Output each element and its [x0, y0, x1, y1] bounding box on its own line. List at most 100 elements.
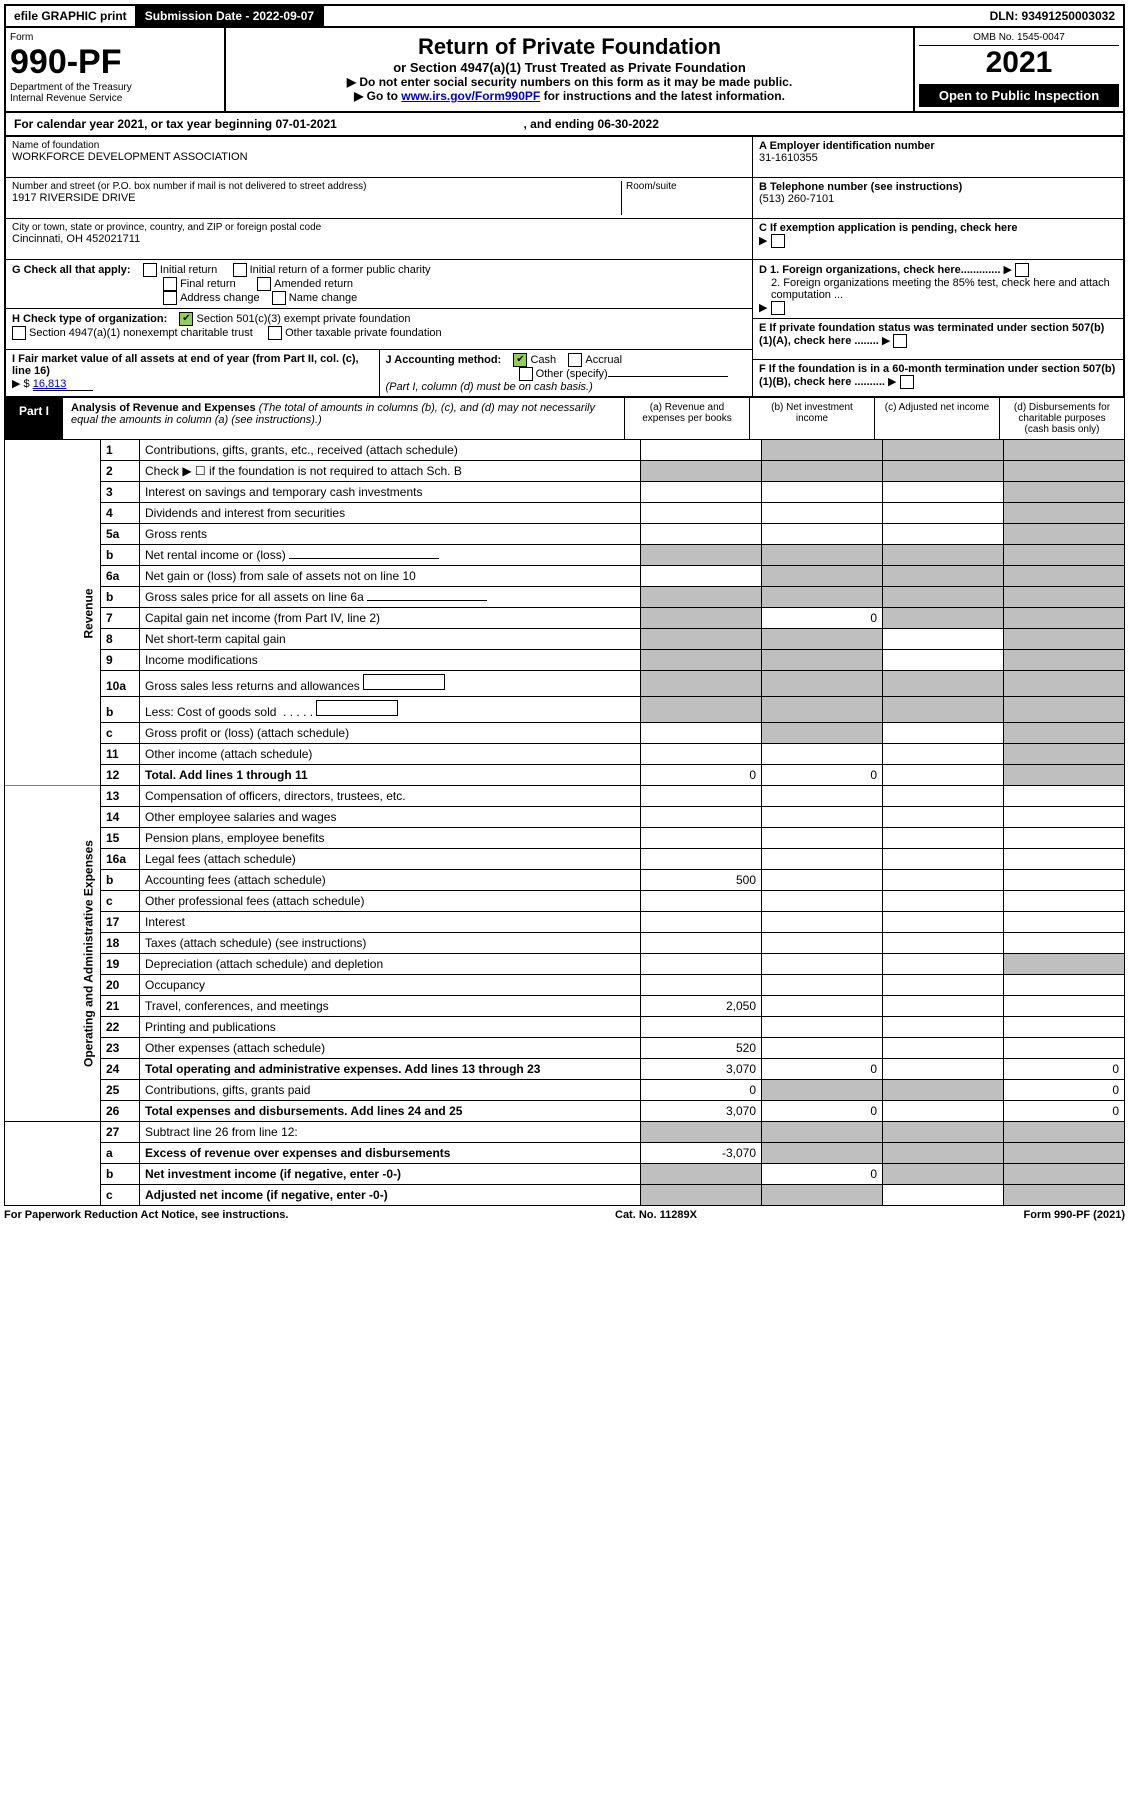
- form-number: 990-PF: [10, 43, 220, 82]
- h-4947-label: Section 4947(a)(1) nonexempt charitable …: [29, 327, 253, 339]
- line-27b: Net investment income (if negative, ente…: [140, 1164, 641, 1185]
- value-26b: 0: [762, 1101, 883, 1122]
- h-other-checkbox[interactable]: [268, 326, 282, 340]
- amended-return-checkbox[interactable]: [257, 277, 271, 291]
- line-5a: Gross rents: [140, 524, 641, 545]
- line-8: Net short-term capital gain: [140, 629, 641, 650]
- dln: DLN: 93491250003032: [982, 6, 1123, 26]
- accrual-label: Accrual: [585, 354, 622, 366]
- ein-value: 31-1610355: [759, 152, 818, 164]
- efile-label: efile GRAPHIC print: [6, 6, 137, 26]
- line-10b: Less: Cost of goods sold . . . . .: [140, 697, 641, 723]
- g-check-block: G Check all that apply: Initial return I…: [6, 260, 752, 309]
- line-5b: Net rental income or (loss): [140, 545, 641, 566]
- line-15: Pension plans, employee benefits: [140, 828, 641, 849]
- line-17: Interest: [140, 912, 641, 933]
- page-footer: For Paperwork Reduction Act Notice, see …: [4, 1206, 1125, 1221]
- f-checkbox[interactable]: [900, 375, 914, 389]
- line-26: Total expenses and disbursements. Add li…: [140, 1101, 641, 1122]
- value-27b: 0: [762, 1164, 883, 1185]
- line-20: Occupancy: [140, 975, 641, 996]
- h-501c3-checkbox[interactable]: ✔: [179, 312, 193, 326]
- ein-label: A Employer identification number: [759, 140, 935, 152]
- c-checkbox[interactable]: [771, 234, 785, 248]
- calendar-end: , and ending 06-30-2022: [524, 117, 659, 131]
- h-other-label: Other taxable private foundation: [285, 327, 442, 339]
- line-23: Other expenses (attach schedule): [140, 1038, 641, 1059]
- e-checkbox[interactable]: [893, 334, 907, 348]
- value-16b: 500: [641, 870, 762, 891]
- name-change-checkbox[interactable]: [272, 291, 286, 305]
- col-d-hdr: (d) Disbursements for charitable purpose…: [999, 398, 1124, 439]
- footer-center: Cat. No. 11289X: [615, 1209, 697, 1221]
- value-23: 520: [641, 1038, 762, 1059]
- value-25d: 0: [1004, 1080, 1125, 1101]
- d1-label: D 1. Foreign organizations, check here..…: [759, 264, 1000, 276]
- line-2: Check ▶ ☐ if the foundation is not requi…: [140, 461, 641, 482]
- f-label: F If the foundation is in a 60-month ter…: [759, 363, 1115, 388]
- e-label: E If private foundation status was termi…: [759, 322, 1104, 347]
- h-501c3-label: Section 501(c)(3) exempt private foundat…: [196, 313, 410, 325]
- street: 1917 RIVERSIDE DRIVE: [12, 192, 621, 204]
- value-24a: 3,070: [641, 1059, 762, 1080]
- initial-return-checkbox[interactable]: [143, 263, 157, 277]
- city: Cincinnati, OH 452021711: [12, 233, 746, 245]
- part1-tab: Part I: [5, 398, 63, 439]
- initial-former-checkbox[interactable]: [233, 263, 247, 277]
- instr-2-post: for instructions and the latest informat…: [540, 89, 785, 103]
- col-a-hdr: (a) Revenue and expenses per books: [624, 398, 749, 439]
- h-block: H Check type of organization: ✔Section 5…: [6, 309, 752, 350]
- value-25a: 0: [641, 1080, 762, 1101]
- value-26d: 0: [1004, 1101, 1125, 1122]
- instructions-link[interactable]: www.irs.gov/Form990PF: [401, 89, 540, 103]
- room-label: Room/suite: [626, 181, 746, 192]
- part1-header: Part I Analysis of Revenue and Expenses …: [4, 398, 1125, 440]
- accrual-checkbox[interactable]: [568, 353, 582, 367]
- d1-checkbox[interactable]: [1015, 263, 1029, 277]
- j-label: J Accounting method:: [386, 354, 502, 366]
- open-public: Open to Public Inspection: [919, 84, 1119, 107]
- address-change-checkbox[interactable]: [163, 291, 177, 305]
- line-27: Subtract line 26 from line 12:: [140, 1122, 641, 1143]
- final-return-checkbox[interactable]: [163, 277, 177, 291]
- line-16a: Legal fees (attach schedule): [140, 849, 641, 870]
- line-18: Taxes (attach schedule) (see instruction…: [140, 933, 641, 954]
- i-label: I Fair market value of all assets at end…: [12, 353, 359, 377]
- g-label: G Check all that apply:: [12, 264, 131, 276]
- line-9: Income modifications: [140, 650, 641, 671]
- cash-checkbox[interactable]: ✔: [513, 353, 527, 367]
- irs: Internal Revenue Service: [10, 93, 220, 104]
- part1-table: Revenue 1Contributions, gifts, grants, e…: [4, 440, 1125, 1206]
- line-3: Interest on savings and temporary cash i…: [140, 482, 641, 503]
- fmv-value[interactable]: 16,813: [33, 378, 93, 391]
- h-label: H Check type of organization:: [12, 313, 167, 325]
- foundation-name: WORKFORCE DEVELOPMENT ASSOCIATION: [12, 151, 746, 163]
- omb: OMB No. 1545-0047: [919, 32, 1119, 46]
- initial-former-label: Initial return of a former public charit…: [250, 264, 431, 276]
- amended-return-label: Amended return: [274, 278, 353, 290]
- line-16c: Other professional fees (attach schedule…: [140, 891, 641, 912]
- col-c-hdr: (c) Adjusted net income: [874, 398, 999, 439]
- line-6b: Gross sales price for all assets on line…: [140, 587, 641, 608]
- line-12: Total. Add lines 1 through 11: [140, 765, 641, 786]
- line-4: Dividends and interest from securities: [140, 503, 641, 524]
- other-method-label: Other (specify): [536, 368, 608, 380]
- d2-checkbox[interactable]: [771, 301, 785, 315]
- expenses-side-label: Operating and Administrative Expenses: [5, 786, 101, 1122]
- value-26a: 3,070: [641, 1101, 762, 1122]
- line-27c: Adjusted net income (if negative, enter …: [140, 1185, 641, 1206]
- city-label: City or town, state or province, country…: [12, 222, 746, 233]
- phone-label: B Telephone number (see instructions): [759, 181, 962, 193]
- value-27a: -3,070: [641, 1143, 762, 1164]
- tax-year: 2021: [919, 46, 1119, 80]
- line-25: Contributions, gifts, grants paid: [140, 1080, 641, 1101]
- value-24d: 0: [1004, 1059, 1125, 1080]
- line-11: Other income (attach schedule): [140, 744, 641, 765]
- calendar-year-row: For calendar year 2021, or tax year begi…: [4, 113, 1125, 137]
- value-21: 2,050: [641, 996, 762, 1017]
- phone-value: (513) 260-7101: [759, 193, 834, 205]
- h-4947-checkbox[interactable]: [12, 326, 26, 340]
- form-title: Return of Private Foundation: [232, 34, 907, 60]
- value-24b: 0: [762, 1059, 883, 1080]
- other-method-checkbox[interactable]: [519, 367, 533, 381]
